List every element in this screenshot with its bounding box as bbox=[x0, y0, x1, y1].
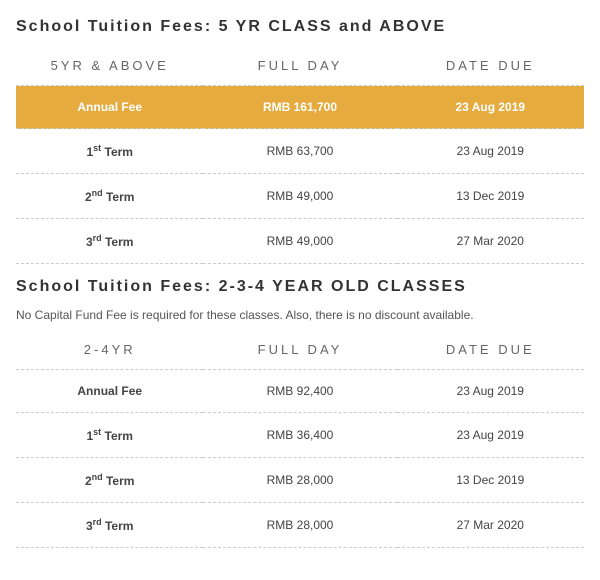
row-fullday: RMB 28,000 bbox=[203, 458, 396, 503]
row-datedue: 13 Dec 2019 bbox=[397, 174, 584, 219]
col-header-datedue: DATE DUE bbox=[397, 48, 584, 86]
col-header-fullday: FULL DAY bbox=[203, 332, 396, 370]
col-header-fullday: FULL DAY bbox=[203, 48, 396, 86]
fee-table-5yr: 5YR & ABOVE FULL DAY DATE DUE Annual Fee… bbox=[16, 48, 584, 264]
tuition-section-234yr: School Tuition Fees: 2-3-4 YEAR OLD CLAS… bbox=[16, 278, 584, 548]
tuition-section-5yr: School Tuition Fees: 5 YR CLASS and ABOV… bbox=[16, 18, 584, 264]
table-header-row: 5YR & ABOVE FULL DAY DATE DUE bbox=[16, 48, 584, 86]
row-datedue: 27 Mar 2020 bbox=[397, 219, 584, 264]
row-datedue: 23 Aug 2019 bbox=[397, 86, 584, 129]
table-row: Annual Fee RMB 161,700 23 Aug 2019 bbox=[16, 86, 584, 129]
col-header-category: 5YR & ABOVE bbox=[16, 48, 203, 86]
col-header-datedue: DATE DUE bbox=[397, 332, 584, 370]
fee-table-234yr: 2-4YR FULL DAY DATE DUE Annual Fee RMB 9… bbox=[16, 332, 584, 548]
row-label: 2nd Term bbox=[16, 458, 203, 503]
table-header-row: 2-4YR FULL DAY DATE DUE bbox=[16, 332, 584, 370]
row-fullday: RMB 49,000 bbox=[203, 219, 396, 264]
row-label: Annual Fee bbox=[16, 370, 203, 413]
col-header-category: 2-4YR bbox=[16, 332, 203, 370]
row-datedue: 13 Dec 2019 bbox=[397, 458, 584, 503]
table-row: 2nd Term RMB 49,000 13 Dec 2019 bbox=[16, 174, 584, 219]
row-label: Annual Fee bbox=[16, 86, 203, 129]
table-row: 1st Term RMB 36,400 23 Aug 2019 bbox=[16, 413, 584, 458]
row-fullday: RMB 92,400 bbox=[203, 370, 396, 413]
row-fullday: RMB 161,700 bbox=[203, 86, 396, 129]
row-label: 1st Term bbox=[16, 129, 203, 174]
row-fullday: RMB 28,000 bbox=[203, 503, 396, 548]
section-note: No Capital Fund Fee is required for thes… bbox=[16, 308, 584, 322]
row-label: 3rd Term bbox=[16, 219, 203, 264]
table-row: 2nd Term RMB 28,000 13 Dec 2019 bbox=[16, 458, 584, 503]
section-title: School Tuition Fees: 2-3-4 YEAR OLD CLAS… bbox=[16, 278, 584, 296]
row-label: 1st Term bbox=[16, 413, 203, 458]
row-datedue: 23 Aug 2019 bbox=[397, 370, 584, 413]
row-fullday: RMB 49,000 bbox=[203, 174, 396, 219]
row-datedue: 23 Aug 2019 bbox=[397, 129, 584, 174]
table-row: Annual Fee RMB 92,400 23 Aug 2019 bbox=[16, 370, 584, 413]
row-datedue: 23 Aug 2019 bbox=[397, 413, 584, 458]
section-title: School Tuition Fees: 5 YR CLASS and ABOV… bbox=[16, 18, 584, 36]
table-row: 3rd Term RMB 49,000 27 Mar 2020 bbox=[16, 219, 584, 264]
row-fullday: RMB 36,400 bbox=[203, 413, 396, 458]
row-label: 2nd Term bbox=[16, 174, 203, 219]
row-label: 3rd Term bbox=[16, 503, 203, 548]
table-row: 1st Term RMB 63,700 23 Aug 2019 bbox=[16, 129, 584, 174]
table-row: 3rd Term RMB 28,000 27 Mar 2020 bbox=[16, 503, 584, 548]
row-fullday: RMB 63,700 bbox=[203, 129, 396, 174]
row-datedue: 27 Mar 2020 bbox=[397, 503, 584, 548]
